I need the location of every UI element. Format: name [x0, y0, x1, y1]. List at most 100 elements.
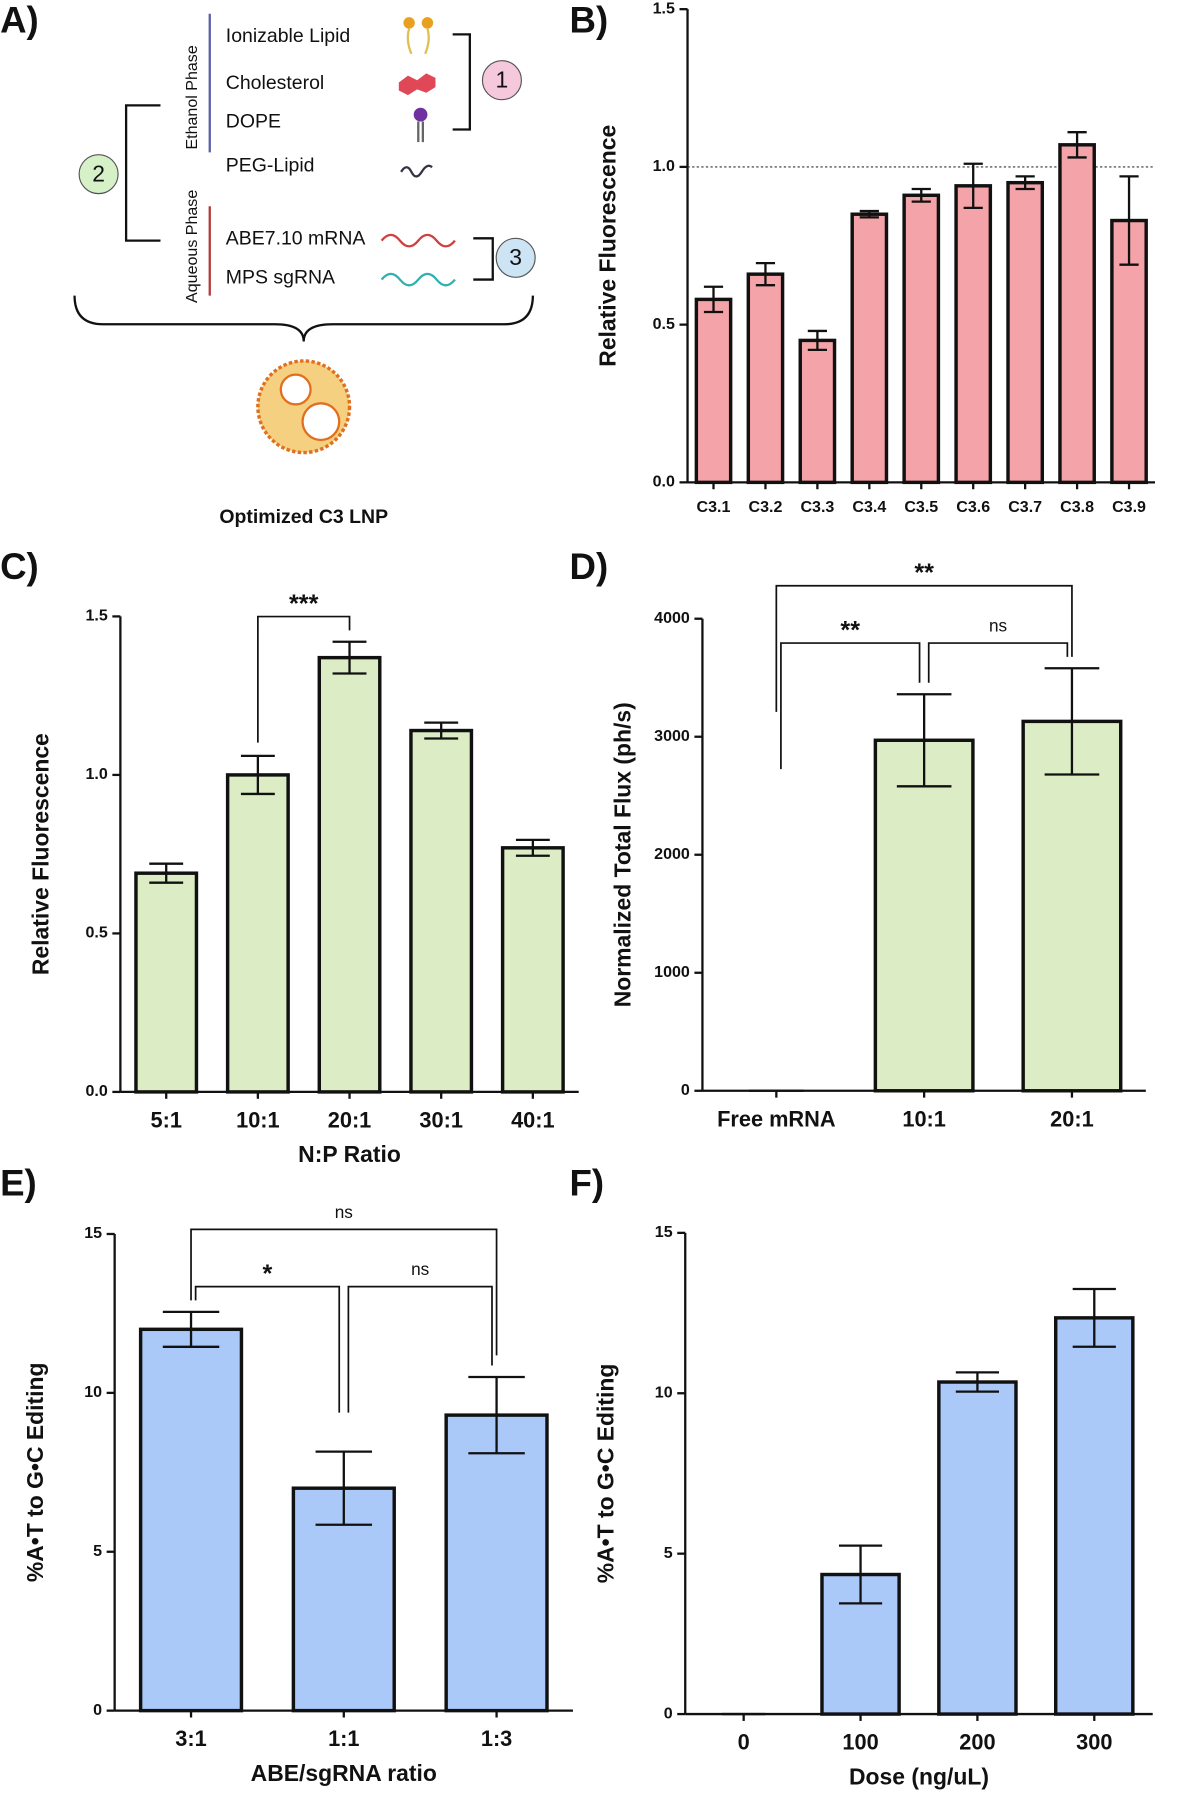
- x-tick-label: 30:1: [419, 1107, 463, 1132]
- significance-label: ns: [989, 616, 1007, 636]
- component: PEG-Lipid: [226, 154, 315, 176]
- y-tick-label: 0: [681, 1081, 690, 1099]
- bar: [1053, 1316, 1135, 1716]
- y-tick-label: 5: [93, 1542, 102, 1560]
- y-tick-label: 5: [664, 1544, 673, 1562]
- error-bar: [755, 261, 776, 287]
- y-tick-label: 1.5: [653, 0, 675, 17]
- x-tick-label: 1:3: [481, 1726, 512, 1751]
- x-tick-label: 100: [842, 1730, 878, 1755]
- x-tick-label: 10:1: [236, 1107, 280, 1132]
- error-bar: [1067, 131, 1087, 159]
- error-bar: [515, 838, 550, 857]
- y-tick-label: 0.5: [653, 315, 675, 333]
- bar: [134, 871, 199, 1094]
- error-bar: [162, 1310, 220, 1348]
- significance-bracket: [780, 642, 921, 770]
- y-tick-label: 1.0: [653, 157, 675, 175]
- significance-label: ns: [411, 1259, 429, 1279]
- significance-bracket: [194, 1285, 341, 1413]
- significance-label: ns: [335, 1202, 353, 1222]
- group-label: 1: [496, 66, 509, 92]
- chart: C) 0.0 0.5 1.0 1.5 5:1 10:1 20:1 30:1 40:1 Relativ…: [0, 546, 579, 1167]
- bar: [317, 655, 382, 1094]
- component: Ionizable Lipid: [226, 25, 350, 47]
- bar: [1006, 180, 1045, 485]
- error-bar: [1119, 175, 1139, 266]
- x-tick-label: 300: [1076, 1730, 1112, 1755]
- panel-label: B): [570, 0, 609, 41]
- x-axis-title: ABE/sgRNA ratio: [251, 1760, 437, 1786]
- x-tick-label: 3:1: [175, 1726, 206, 1751]
- component: DOPE: [226, 111, 281, 133]
- error-bar: [315, 1450, 373, 1526]
- error-bar: [703, 285, 724, 314]
- y-tick-label: 0.0: [85, 1082, 107, 1100]
- x-tick-label: C3.6: [956, 498, 990, 516]
- significance-bracket: [190, 1228, 498, 1356]
- x-tick-label: 5:1: [150, 1107, 181, 1132]
- bar: [746, 272, 785, 485]
- group-badge: [481, 60, 522, 101]
- x-tick-label: 10:1: [902, 1106, 946, 1131]
- error-bar: [1044, 667, 1100, 776]
- y-tick-label: 3000: [654, 727, 690, 745]
- phase-label: Ethanol Phase: [183, 45, 201, 149]
- x-tick-label: C3.2: [749, 498, 783, 516]
- group-label: 2: [92, 160, 105, 186]
- bar: [500, 846, 565, 1094]
- component: MPS sgRNA: [226, 267, 335, 289]
- y-tick-label: 0.5: [85, 924, 107, 942]
- group-badge: [495, 237, 536, 278]
- component: ABE7.10 mRNA: [226, 228, 366, 250]
- error-bar: [896, 693, 952, 788]
- significance-bracket: [347, 1285, 493, 1413]
- x-tick-label: 20:1: [328, 1107, 372, 1132]
- panel-label: E): [0, 1163, 37, 1204]
- bar: [1021, 719, 1123, 1093]
- error-bar: [240, 754, 275, 796]
- error-bar: [807, 329, 827, 352]
- error-bar: [911, 187, 931, 203]
- significance-bracket: [775, 584, 1073, 712]
- group-badge: [78, 154, 119, 195]
- x-tick-label: C3.7: [1008, 498, 1042, 516]
- x-tick-label: C3.8: [1060, 498, 1094, 516]
- y-axis-title: %A•T to G•C Editing: [22, 1362, 48, 1582]
- error-bar: [1072, 1287, 1116, 1348]
- bar: [694, 297, 733, 485]
- x-tick-label: C3.4: [852, 498, 886, 516]
- y-axis-title: Relative Fluorescence: [595, 125, 621, 367]
- y-tick-label: 10: [655, 1383, 673, 1401]
- panel-label: F): [570, 1163, 605, 1204]
- error-bar: [859, 209, 879, 219]
- chart: E) 0 5 10 15 3:1 1:1 1:3 %A•T to G•C Editing ABE/…: [0, 1163, 573, 1786]
- y-tick-label: 1.0: [85, 765, 107, 783]
- chart: D) 0 1000 2000 3000 4000 Free mRNA 10:1 20:1 Norm…: [570, 546, 1146, 1131]
- x-axis-title: N:P Ratio: [298, 1141, 401, 1167]
- y-tick-label: 2000: [654, 845, 690, 863]
- diagram: A) Ethanol Phase Aqueous Phase Ionizable…: [0, 0, 536, 528]
- error-bar: [468, 1375, 525, 1455]
- x-tick-label: C3.1: [697, 498, 731, 516]
- error-bar: [1015, 175, 1035, 191]
- significance-label: **: [840, 616, 860, 644]
- y-axis-title: Normalized Total Flux (ph/s): [610, 702, 636, 1007]
- y-axis-title: %A•T to G•C Editing: [592, 1364, 618, 1584]
- error-bar: [955, 1371, 1000, 1393]
- group-label: 3: [509, 244, 522, 270]
- x-axis-title: Dose (ng/uL): [849, 1763, 989, 1789]
- component: Cholesterol: [226, 72, 324, 94]
- x-tick-label: 0: [738, 1730, 750, 1755]
- significance-bracket: [257, 615, 351, 743]
- y-tick-label: 1000: [654, 963, 690, 981]
- error-bar: [963, 162, 983, 210]
- y-tick-label: 0: [664, 1704, 673, 1722]
- y-tick-label: 4000: [654, 609, 690, 627]
- y-tick-label: 0.0: [653, 473, 675, 491]
- x-tick-label: C3.3: [800, 498, 834, 516]
- significance-label: **: [914, 559, 934, 587]
- error-bar: [424, 721, 459, 740]
- x-tick-label: C3.5: [904, 498, 938, 516]
